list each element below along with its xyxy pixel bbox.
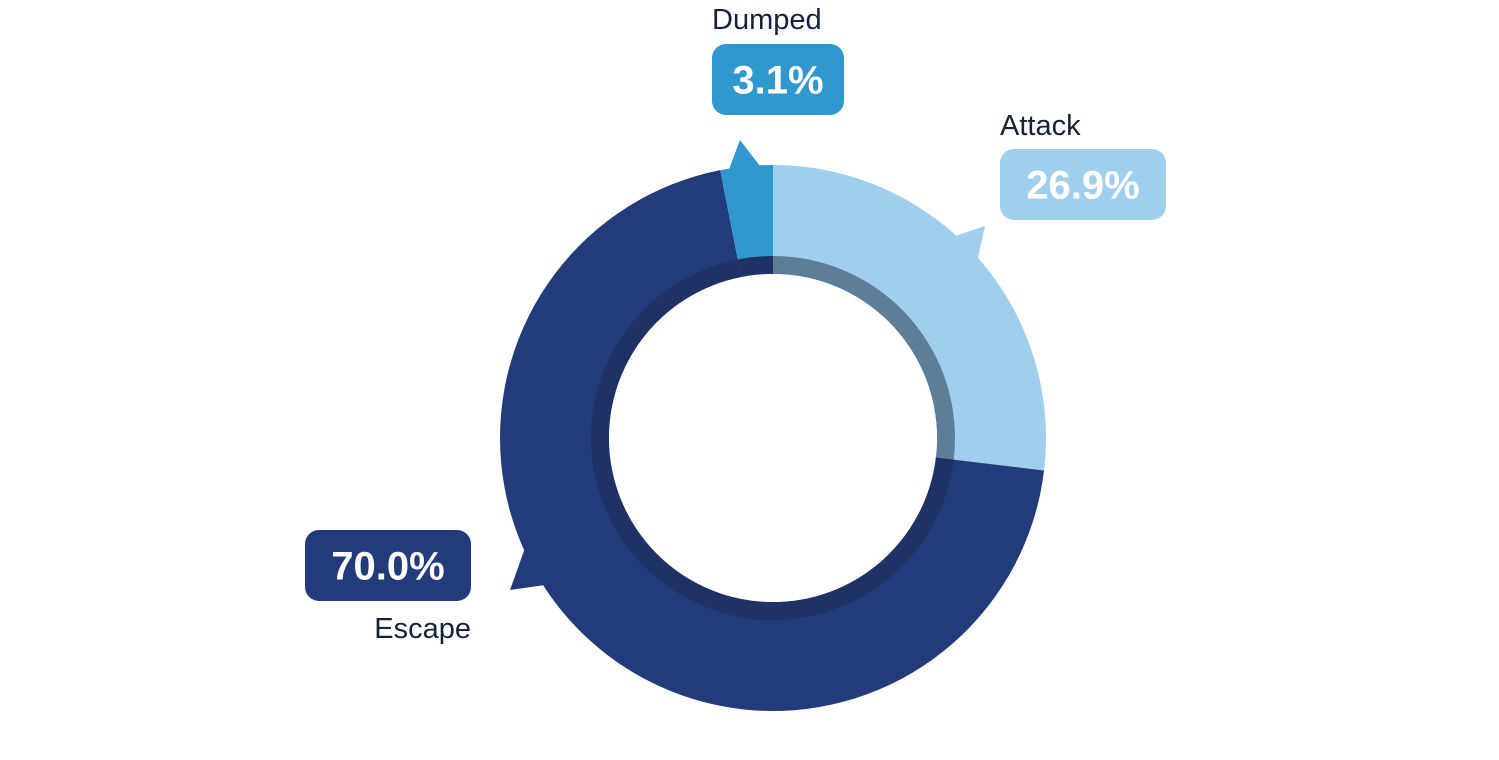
value-label-escape: 70.0% — [331, 545, 444, 589]
slice-escape — [500, 170, 1045, 711]
callout-pointer-attack — [955, 226, 985, 262]
donut-hole — [609, 274, 937, 602]
callout-bubble-attack — [1000, 149, 1166, 220]
callout-labels: 26.9% Attack 70.0% Escape 3.1% Dumped — [305, 4, 1166, 645]
callout-dumped: 3.1% Dumped — [712, 4, 844, 172]
donut-inner-ring — [591, 256, 955, 620]
inner-ring-dumped — [737, 256, 773, 278]
category-label-dumped: Dumped — [712, 4, 822, 36]
inner-ring-attack — [773, 256, 955, 460]
callout-attack: 26.9% Attack — [955, 110, 1166, 262]
value-label-dumped: 3.1% — [732, 59, 823, 103]
callout-pointer-escape — [510, 548, 545, 590]
callout-escape: 70.0% Escape — [305, 530, 545, 645]
slice-dumped — [720, 165, 773, 278]
callout-pointer-dumped — [728, 140, 760, 172]
callout-bubble-escape — [305, 530, 471, 601]
value-label-attack: 26.9% — [1026, 164, 1139, 208]
category-label-attack: Attack — [1000, 110, 1081, 142]
callout-bubble-dumped — [712, 44, 844, 115]
category-label-escape: Escape — [374, 613, 471, 645]
